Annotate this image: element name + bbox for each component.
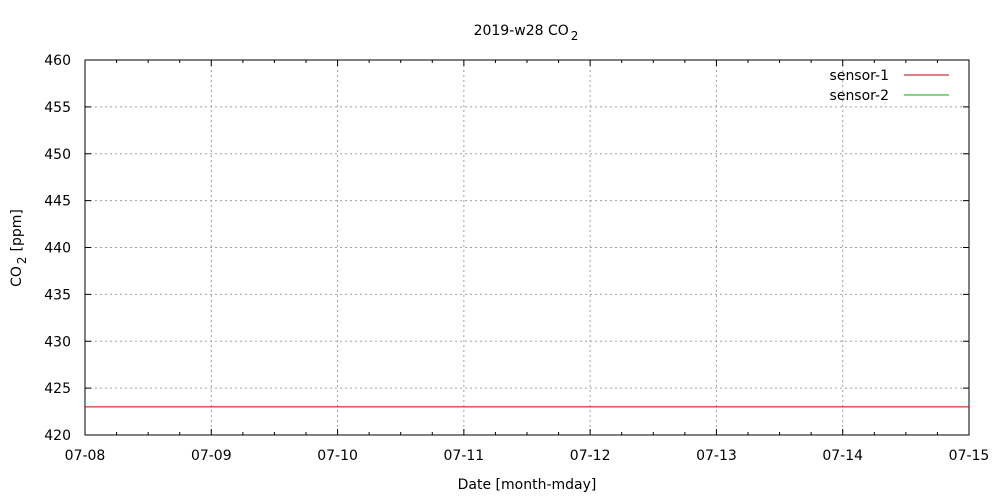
chart-title: 2019-w28 CO 2 <box>474 23 579 43</box>
y-tick-label: 460 <box>44 53 71 69</box>
y-tick-label: 430 <box>44 334 71 350</box>
x-tick-label: 07-14 <box>822 448 863 464</box>
x-axis-label: Date [month-mday] <box>458 477 597 493</box>
y-tick-label: 440 <box>44 241 71 257</box>
x-tick-label: 07-09 <box>191 448 232 464</box>
legend: sensor-1 sensor-2 <box>830 68 949 104</box>
y-tick-label: 420 <box>44 428 71 444</box>
grid <box>85 60 969 435</box>
x-tick-label: 07-11 <box>444 448 485 464</box>
legend-label: sensor-1 <box>830 68 889 84</box>
y-tick-label: 455 <box>44 100 71 116</box>
y-tick-label: 425 <box>44 381 71 397</box>
y-tick-label: 435 <box>44 287 71 303</box>
y-axis-label: CO2[ppm] <box>9 209 29 287</box>
x-tick-label: 07-08 <box>65 448 106 464</box>
x-axis-tick-labels: 07-08 07-09 07-10 07-11 07-12 07-13 07-14 07-15 <box>65 448 990 464</box>
x-tick-label: 07-12 <box>570 448 611 464</box>
x-tick-label: 07-13 <box>696 448 737 464</box>
legend-label: sensor-2 <box>830 88 889 104</box>
axis-ticks <box>84 59 970 436</box>
y-axis-tick-labels: 420 425 430 435 440 445 450 455 460 <box>44 53 71 444</box>
x-tick-label: 07-10 <box>317 448 358 464</box>
x-tick-label: 07-15 <box>949 448 990 464</box>
y-tick-label: 450 <box>44 147 71 163</box>
y-tick-label: 445 <box>44 194 71 210</box>
